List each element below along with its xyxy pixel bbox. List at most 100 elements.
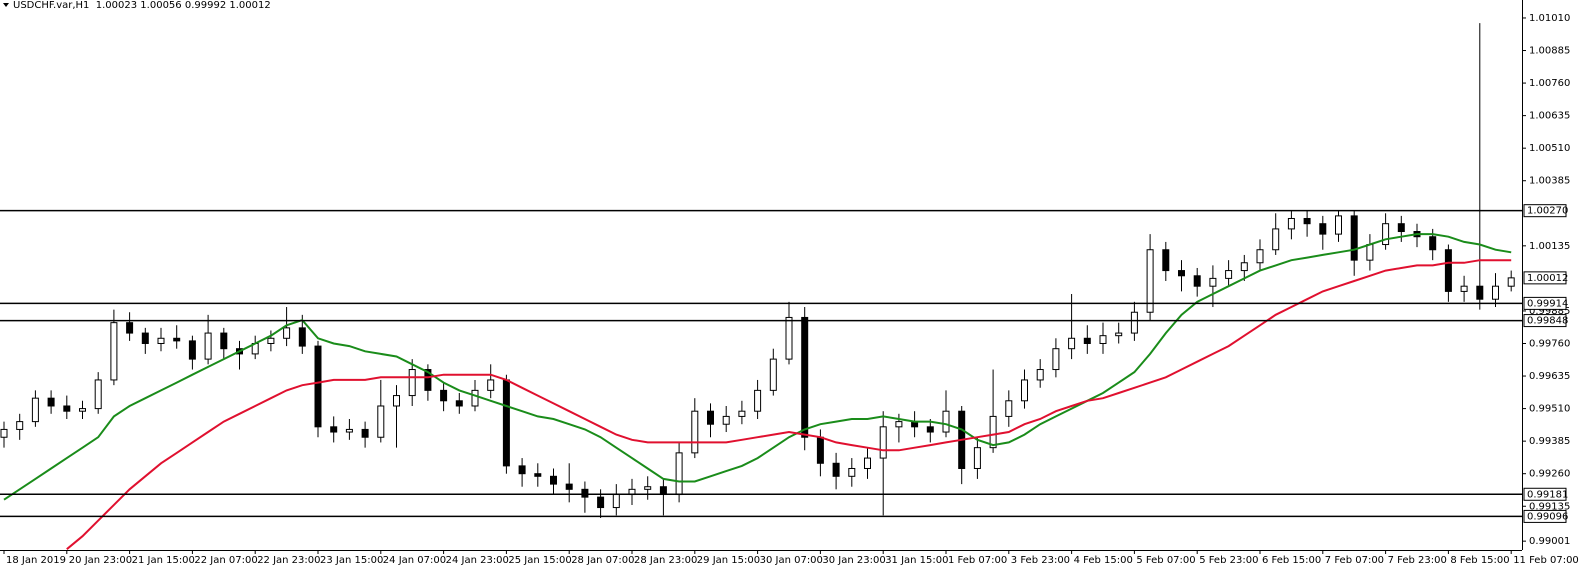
candle-body	[816, 436, 824, 464]
y-tick-label: 0.99635	[1529, 371, 1570, 382]
candle-body	[173, 337, 181, 342]
candle-body	[550, 475, 557, 485]
candle-body	[1476, 285, 1484, 300]
candle-body	[926, 426, 934, 433]
candle-body	[393, 395, 400, 407]
candle-body	[1225, 270, 1233, 279]
candle-body	[330, 426, 338, 433]
candle-body	[565, 483, 573, 490]
x-tick-label: 5 Feb 07:00	[1136, 555, 1195, 566]
candle-body	[895, 421, 903, 428]
candle-body	[801, 316, 809, 438]
y-tick-label: 1.00385	[1529, 176, 1570, 187]
x-tick-label: 11 Feb 07:00	[1513, 555, 1579, 566]
menu-arrow[interactable]	[3, 3, 9, 7]
candle-body	[644, 486, 652, 490]
candle-body	[79, 408, 86, 412]
candle-body	[1178, 270, 1185, 277]
level-label: 1.00270	[1527, 206, 1568, 217]
candle-body	[1460, 285, 1468, 292]
y-tick-label: 0.99260	[1529, 469, 1570, 480]
candle-body	[471, 389, 479, 407]
candle-body	[989, 415, 997, 449]
x-tick-label: 24 Jan 23:00	[446, 555, 509, 566]
candle-body	[1130, 311, 1138, 334]
candle-body	[848, 467, 856, 477]
candle-body	[1162, 249, 1170, 272]
x-tick-label: 5 Feb 23:00	[1199, 555, 1258, 566]
candle-body	[502, 379, 510, 467]
candle-body	[1256, 249, 1264, 264]
candle-body	[204, 332, 212, 360]
candle-body	[769, 358, 777, 391]
y-tick-label: 1.00760	[1529, 78, 1570, 89]
candle-body	[267, 337, 275, 344]
candle-body	[581, 488, 589, 498]
x-tick-label: 20 Jan 23:00	[69, 555, 132, 566]
x-tick-label: 30 Jan 23:00	[822, 555, 885, 566]
candle-body	[707, 410, 714, 425]
candle-body	[879, 426, 887, 459]
bid-box	[1523, 271, 1567, 285]
x-tick-label: 8 Feb 15:00	[1450, 555, 1509, 566]
candle-body	[722, 415, 730, 425]
candle-body	[220, 332, 228, 350]
candle-body	[94, 379, 102, 410]
candle-body	[1099, 335, 1107, 344]
candle-body	[1052, 348, 1060, 371]
x-tick-label: 7 Feb 23:00	[1388, 555, 1447, 566]
candle-body	[675, 452, 683, 496]
candle-body	[1068, 337, 1076, 350]
candle-body	[864, 457, 871, 469]
candle-body	[361, 428, 369, 438]
y-tick-label: 0.99510	[1529, 404, 1570, 415]
x-tick-label: 23 Jan 15:00	[320, 555, 383, 566]
candle-body	[1083, 337, 1091, 344]
chart-title: USDCHF.var,H1 1.00023 1.00056 0.99992 1.…	[13, 0, 271, 11]
candle-body	[1366, 244, 1374, 261]
candle-body	[1146, 249, 1154, 313]
x-tick-label: 28 Jan 07:00	[571, 555, 634, 566]
y-tick-label: 1.00885	[1529, 46, 1570, 57]
x-tick-label: 4 Feb 15:00	[1074, 555, 1133, 566]
x-tick-label: 7 Feb 07:00	[1325, 555, 1384, 566]
candle-body	[1240, 262, 1248, 272]
x-tick-label: 22 Jan 07:00	[194, 555, 257, 566]
candle-body	[141, 332, 149, 344]
candle-body	[1005, 400, 1013, 417]
candle-body	[738, 410, 746, 417]
candle-body	[1115, 332, 1123, 337]
candle-body	[345, 428, 353, 433]
candle-body	[534, 473, 542, 477]
x-tick-label: 22 Jan 23:00	[257, 555, 320, 566]
level-label: 0.99181	[1527, 489, 1568, 500]
y-tick-label: 1.00635	[1529, 111, 1570, 122]
candle-body	[1036, 369, 1044, 381]
candle-body	[1444, 249, 1452, 292]
y-tick-label: 0.99385	[1529, 436, 1570, 447]
x-tick-label: 28 Jan 23:00	[634, 555, 697, 566]
x-tick-label: 30 Jan 07:00	[760, 555, 823, 566]
moving-average	[3, 233, 1512, 501]
candle-body	[157, 337, 165, 344]
candle-body	[518, 465, 526, 475]
candle-body	[597, 496, 605, 509]
candle-body	[16, 421, 24, 430]
level-label: 0.99096	[1527, 511, 1568, 522]
candle-body	[1319, 223, 1327, 235]
candle-body	[440, 389, 448, 402]
x-tick-label: 25 Jan 15:00	[508, 555, 571, 566]
candle-body	[0, 428, 8, 438]
y-tick-label: 0.99001	[1529, 536, 1570, 547]
candle-body	[612, 494, 620, 509]
candle-body	[126, 322, 134, 334]
candle-body	[1021, 379, 1028, 402]
level-box	[1523, 509, 1567, 523]
candle-body	[455, 400, 463, 407]
candle-body	[47, 397, 55, 407]
candle-body	[1397, 223, 1405, 233]
candle-body	[785, 316, 793, 360]
